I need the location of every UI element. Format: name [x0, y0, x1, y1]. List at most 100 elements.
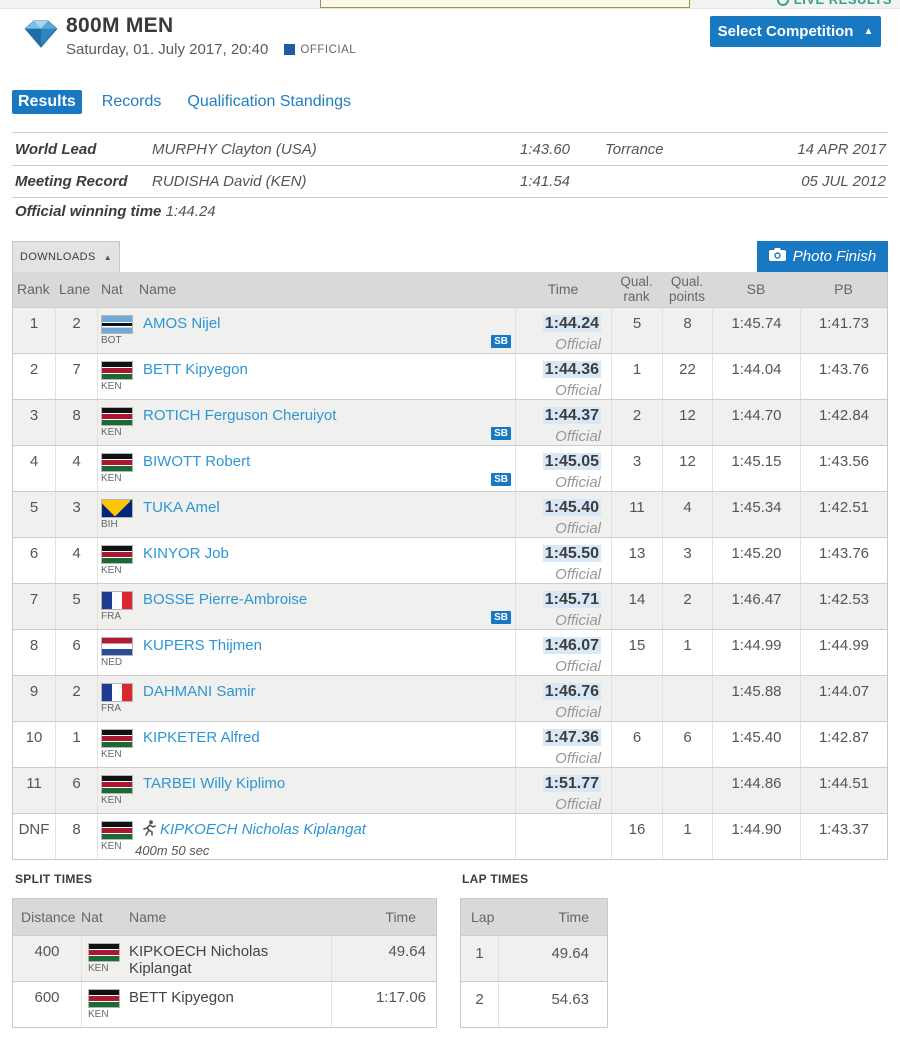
- runner-icon: [143, 820, 156, 840]
- athlete-name-link[interactable]: KIPKOECH Nicholas Kiplangat: [160, 821, 366, 838]
- split-times-title: SPLIT TIMES: [15, 872, 93, 886]
- athlete-name-link[interactable]: DAHMANI Samir: [143, 683, 256, 700]
- time-value: 1:47.36: [542, 729, 601, 746]
- athlete-name-link[interactable]: BIWOTT Robert: [143, 453, 251, 470]
- name-cell: ROTICH Ferguson Cheruiyot SB: [135, 400, 515, 445]
- athlete-name-link[interactable]: BETT Kipyegon: [143, 361, 248, 378]
- official-label: Official: [555, 612, 601, 629]
- rank-cell: 8: [29, 637, 39, 654]
- lap-cell: 2: [475, 991, 484, 1008]
- athlete-name-link[interactable]: TARBEI Willy Kiplimo: [143, 775, 286, 792]
- downloads-button[interactable]: DOWNLOADS ▲: [12, 241, 120, 272]
- rank-cell: 1: [29, 315, 39, 332]
- results-table: Rank Lane Nat Name Time Qual. rank Qual. p…: [12, 272, 888, 860]
- athlete-name-link[interactable]: TUKA Amel: [143, 499, 220, 516]
- country-flag-icon: [101, 407, 133, 426]
- split-times-header: Distance Nat Name Time: [13, 899, 436, 935]
- result-row: 10 1 KEN KIPKETER Alfred 1:47.36 Officia…: [13, 721, 887, 767]
- tab-item[interactable]: Results: [12, 90, 82, 114]
- nat-cell: KEN: [97, 768, 135, 813]
- athlete-name-link[interactable]: KINYOR Job: [143, 545, 229, 562]
- qual-points-cell: 22: [662, 354, 712, 399]
- select-competition-button[interactable]: Select Competition ▲: [710, 16, 881, 47]
- time-cell: 1:45.71 Official: [515, 584, 611, 629]
- official-label: Official: [555, 336, 601, 353]
- name-cell: TARBEI Willy Kiplimo: [135, 768, 515, 813]
- name-cell: DAHMANI Samir: [135, 676, 515, 721]
- sb-cell: 1:44.86: [712, 768, 800, 813]
- athlete-name-link[interactable]: KIPKETER Alfred: [143, 729, 260, 746]
- qual-points-cell: [662, 676, 712, 721]
- live-results-link[interactable]: LIVE RESULTS: [776, 0, 892, 9]
- tab-item[interactable]: Qualification Standings: [187, 93, 352, 110]
- live-results-label: LIVE RESULTS: [794, 0, 892, 7]
- qual-points-cell: 1: [662, 630, 712, 675]
- athlete-name-link[interactable]: KUPERS Thijmen: [143, 637, 262, 654]
- time-cell: 1:45.40 Official: [515, 492, 611, 537]
- result-row: 5 3 BIH TUKA Amel 1:45.40 Official 11 4 …: [13, 491, 887, 537]
- sb-badge: SB: [491, 427, 511, 440]
- name-cell: TUKA Amel: [135, 492, 515, 537]
- lane-cell: 8: [55, 400, 97, 445]
- name-cell: BIWOTT Robert SB: [135, 446, 515, 491]
- pb-cell: 1:43.56: [800, 446, 887, 491]
- distance-cell: 400: [34, 943, 60, 960]
- diamond-league-icon: [20, 16, 62, 57]
- lane-cell: 8: [55, 814, 97, 859]
- time-value: 1:46.07: [542, 637, 601, 654]
- athlete-name-link[interactable]: BOSSE Pierre-Ambroise: [143, 591, 308, 608]
- pb-cell: 1:43.37: [800, 814, 887, 859]
- country-flag-icon: [101, 729, 133, 748]
- nat-cell: KEN: [97, 400, 135, 445]
- pb-cell: 1:42.84: [800, 400, 887, 445]
- col-qual-rank: Qual. rank: [620, 273, 653, 304]
- name-cell: KINYOR Job: [135, 538, 515, 583]
- record-label: Meeting Record: [15, 173, 128, 190]
- pb-cell: 1:43.76: [800, 354, 887, 399]
- country-code: KEN: [101, 749, 122, 760]
- lane-cell: 2: [55, 308, 97, 353]
- country-code: KEN: [88, 963, 109, 974]
- result-row: 9 2 FRA DAHMANI Samir 1:46.76 Official 1…: [13, 675, 887, 721]
- nat-cell: BOT: [97, 308, 135, 353]
- time-value: 1:45.05: [542, 453, 601, 470]
- result-row: 3 8 KEN ROTICH Ferguson Cheruiyot SB 1:4…: [13, 399, 887, 445]
- nat-cell: BIH: [97, 492, 135, 537]
- nat-cell: KEN: [81, 936, 129, 981]
- country-code: BOT: [101, 335, 122, 346]
- sb-cell: 1:44.99: [712, 630, 800, 675]
- qual-points-cell: 2: [662, 584, 712, 629]
- split-times-table: Distance Nat Name Time 400 KEN KIPKOECH …: [12, 898, 437, 1028]
- lane-cell: 7: [55, 354, 97, 399]
- chevron-up-icon: ▲: [863, 26, 874, 37]
- athlete-name-link[interactable]: AMOS Nijel: [143, 315, 221, 332]
- tab-item[interactable]: Records: [101, 93, 162, 110]
- sb-badge: SB: [491, 611, 511, 624]
- col-sb: SB: [746, 280, 766, 297]
- photo-finish-button[interactable]: Photo Finish: [757, 241, 888, 272]
- time-value: 1:45.71: [542, 591, 601, 608]
- qual-rank-cell: 5: [611, 308, 662, 353]
- lap-time-row: 2 54.63: [461, 981, 607, 1027]
- sb-cell: 1:44.70: [712, 400, 800, 445]
- col-nat: Nat: [101, 280, 123, 297]
- col-name: Name: [129, 909, 167, 925]
- sb-cell: 1:44.90: [712, 814, 800, 859]
- official-label: Official: [555, 428, 601, 445]
- time-cell: 1:46.76 Official: [515, 676, 611, 721]
- time-value: 1:44.36: [542, 361, 601, 378]
- sb-cell: 1:44.04: [712, 354, 800, 399]
- result-row: 6 4 KEN KINYOR Job 1:45.50 Official 13 3…: [13, 537, 887, 583]
- qual-rank-cell: 14: [611, 584, 662, 629]
- result-row: 11 6 KEN TARBEI Willy Kiplimo 1:51.77 Of…: [13, 767, 887, 813]
- time-cell: 1:17.06: [331, 982, 438, 1027]
- country-flag-icon: [101, 315, 133, 334]
- pb-cell: 1:41.73: [800, 308, 887, 353]
- lap-times-title: LAP TIMES: [462, 872, 529, 886]
- record-athlete: MURPHY Clayton (USA): [152, 140, 317, 158]
- athlete-name-link[interactable]: ROTICH Ferguson Cheruiyot: [143, 407, 337, 424]
- official-label: Official: [555, 474, 601, 491]
- country-flag-icon: [101, 821, 133, 840]
- result-row: 4 4 KEN BIWOTT Robert SB 1:45.05 Officia…: [13, 445, 887, 491]
- lane-cell: 5: [55, 584, 97, 629]
